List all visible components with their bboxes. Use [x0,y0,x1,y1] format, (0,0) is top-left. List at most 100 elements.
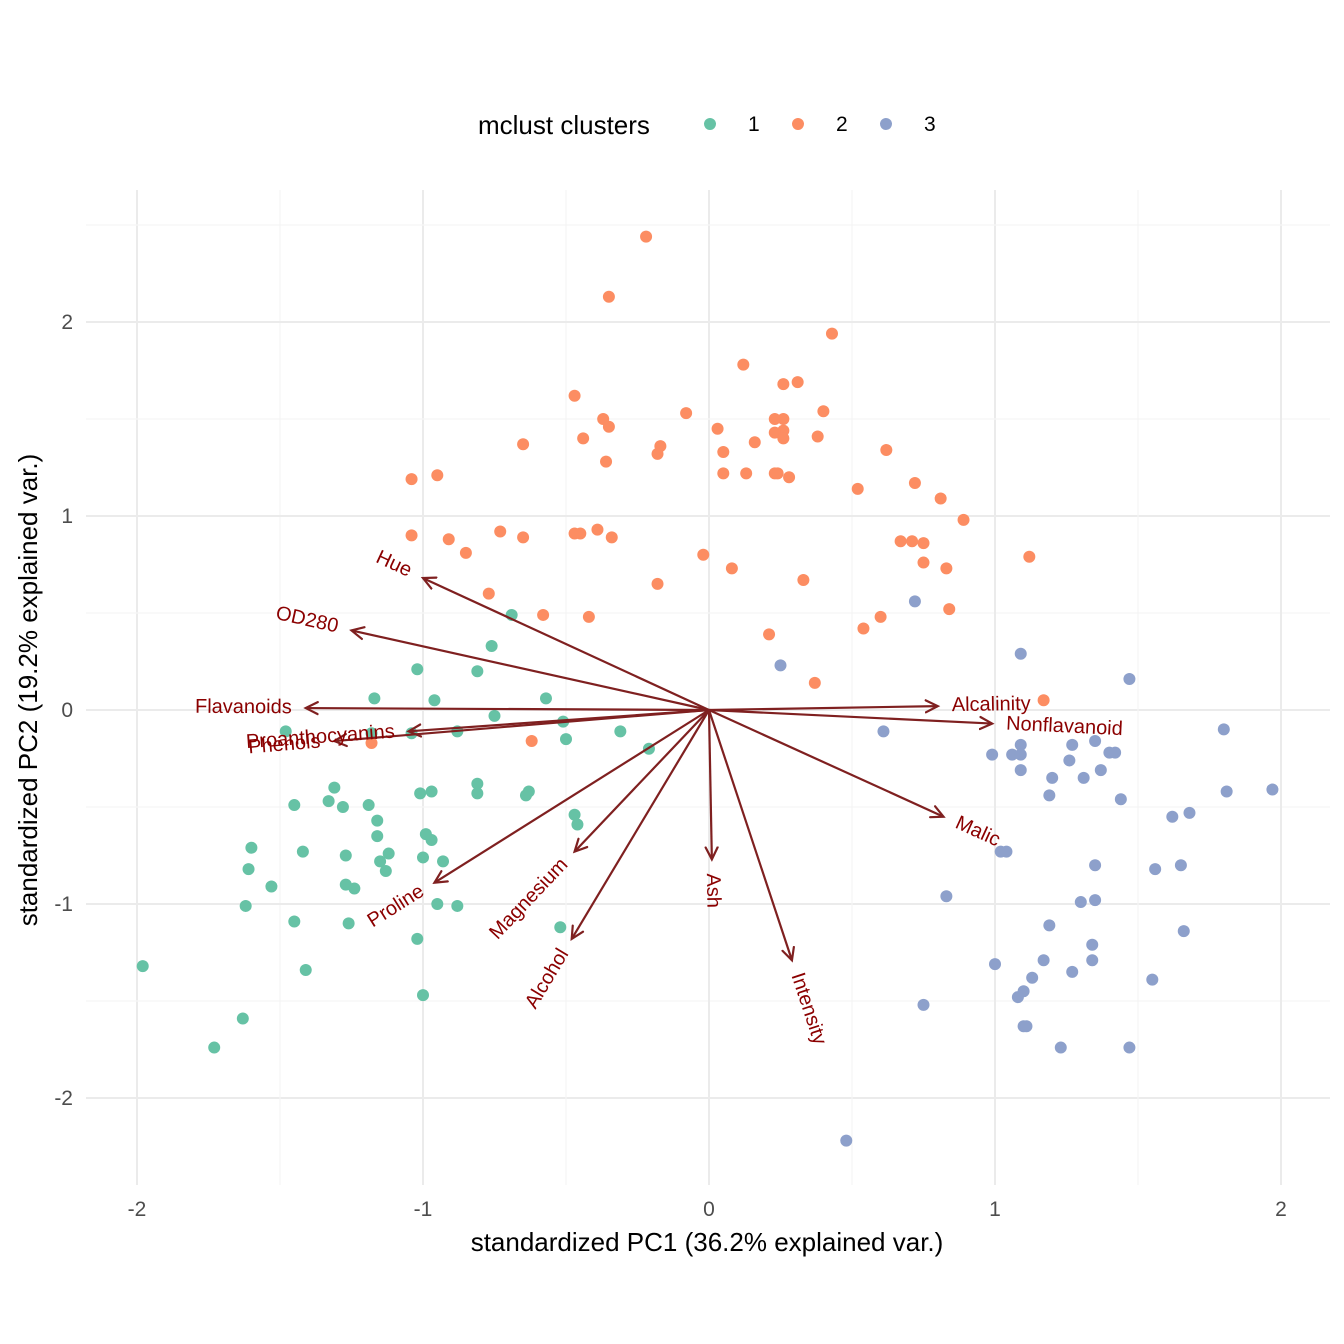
point-cluster-3 [1146,973,1159,986]
point-cluster-3 [1089,894,1102,907]
point-cluster-2 [768,413,781,425]
point-cluster-2 [602,290,615,303]
point-cluster-1 [239,899,252,912]
point-cluster-3 [1166,810,1179,823]
point-cluster-2 [797,574,810,587]
point-cluster-2 [651,577,664,590]
point-cluster-2 [791,376,804,389]
point-cluster-3 [1043,919,1056,932]
point-cluster-3 [1014,748,1027,761]
legend-label-2: 2 [836,113,848,136]
point-cluster-1 [485,639,498,652]
arrow-malic [708,708,944,817]
y-axis-title: standardized PC2 (19.2% explained var.) [13,454,43,927]
point-cluster-2 [591,523,604,536]
point-cluster-2 [482,587,495,600]
point-cluster-3 [1026,971,1039,984]
point-cluster-1 [236,1012,249,1025]
point-cluster-2 [934,492,947,505]
loading-label-alcalinity: Alcalinity [952,693,1031,716]
point-cluster-2 [957,513,970,526]
point-cluster-2 [943,603,956,616]
point-cluster-1 [339,849,352,862]
point-cluster-1 [208,1041,221,1054]
point-cluster-2 [908,477,921,490]
point-cluster-2 [1023,550,1036,563]
y-tick-label: 0 [61,699,73,722]
point-cluster-1 [365,727,378,740]
point-cluster-1 [471,665,484,678]
point-cluster-2 [851,482,864,495]
point-cluster-1 [425,785,438,798]
point-cluster-2 [1037,694,1050,707]
loading-label-flavanoids: Flavanoids [195,696,292,718]
point-cluster-1 [568,808,581,821]
point-cluster-2 [857,622,870,635]
point-cluster-1 [245,841,258,854]
loading-label-intensity: Intensity [787,970,831,1048]
point-cluster-2 [940,562,953,575]
point-cluster-2 [817,405,830,418]
point-cluster-3 [1086,938,1099,951]
loading-label-phenols: Phenols [247,731,321,759]
point-cluster-2 [459,546,472,559]
point-cluster-1 [368,692,381,705]
x-tick-label: -1 [414,1198,433,1221]
point-cluster-1 [288,915,301,928]
point-cluster-1 [431,898,444,910]
point-cluster-3 [1123,1041,1136,1054]
point-cluster-2 [525,735,538,748]
point-cluster-2 [405,473,418,486]
point-cluster-2 [768,426,781,439]
point-cluster-3 [1086,954,1099,967]
arrow-alcalinity [708,706,938,710]
legend: mclust clusters 1 2 3 [478,110,936,140]
point-cluster-3 [908,595,921,608]
points [136,230,1279,1147]
point-cluster-3 [917,998,930,1011]
point-cluster-3 [1123,672,1136,685]
point-cluster-2 [917,556,930,569]
point-cluster-2 [906,535,919,548]
y-tick-label: 1 [61,505,73,528]
legend-label-1: 1 [748,113,760,136]
point-cluster-1 [560,733,572,746]
arrow-phenols [334,708,710,741]
point-cluster-3 [1054,1041,1067,1054]
point-cluster-3 [1109,746,1122,759]
point-cluster-3 [1000,845,1013,858]
point-cluster-1 [382,847,395,860]
legend-title: mclust clusters [478,110,650,140]
x-axis-title: standardized PC1 (36.2% explained var.) [471,1227,944,1257]
legend-key-2 [792,118,804,130]
arrow-alcohol [572,709,710,939]
point-cluster-2 [894,535,907,548]
point-cluster-2 [517,438,530,451]
point-cluster-3 [1183,806,1196,819]
point-cluster-2 [640,230,653,243]
point-cluster-1 [539,692,552,705]
point-cluster-2 [605,531,618,544]
point-cluster-1 [379,865,392,878]
point-cluster-3 [1266,783,1279,796]
loading-label-proline: Proline [364,880,428,932]
point-cluster-2 [717,467,730,480]
point-cluster-2 [537,608,550,621]
point-cluster-2 [442,533,455,546]
point-cluster-1 [371,814,384,827]
loading-arrows [306,578,992,960]
point-cluster-2 [600,455,613,468]
point-cluster-2 [602,420,615,433]
arrow-proline [434,709,710,883]
point-cluster-2 [783,471,796,484]
grid [86,190,1330,1185]
point-cluster-1 [371,830,384,843]
point-cluster-1 [336,801,349,813]
point-cluster-2 [717,445,730,458]
point-cluster-2 [808,676,821,689]
point-cluster-2 [405,529,418,542]
point-cluster-1 [471,787,484,800]
point-cluster-2 [574,527,587,540]
point-cluster-2 [697,548,710,561]
point-cluster-1 [136,960,149,973]
